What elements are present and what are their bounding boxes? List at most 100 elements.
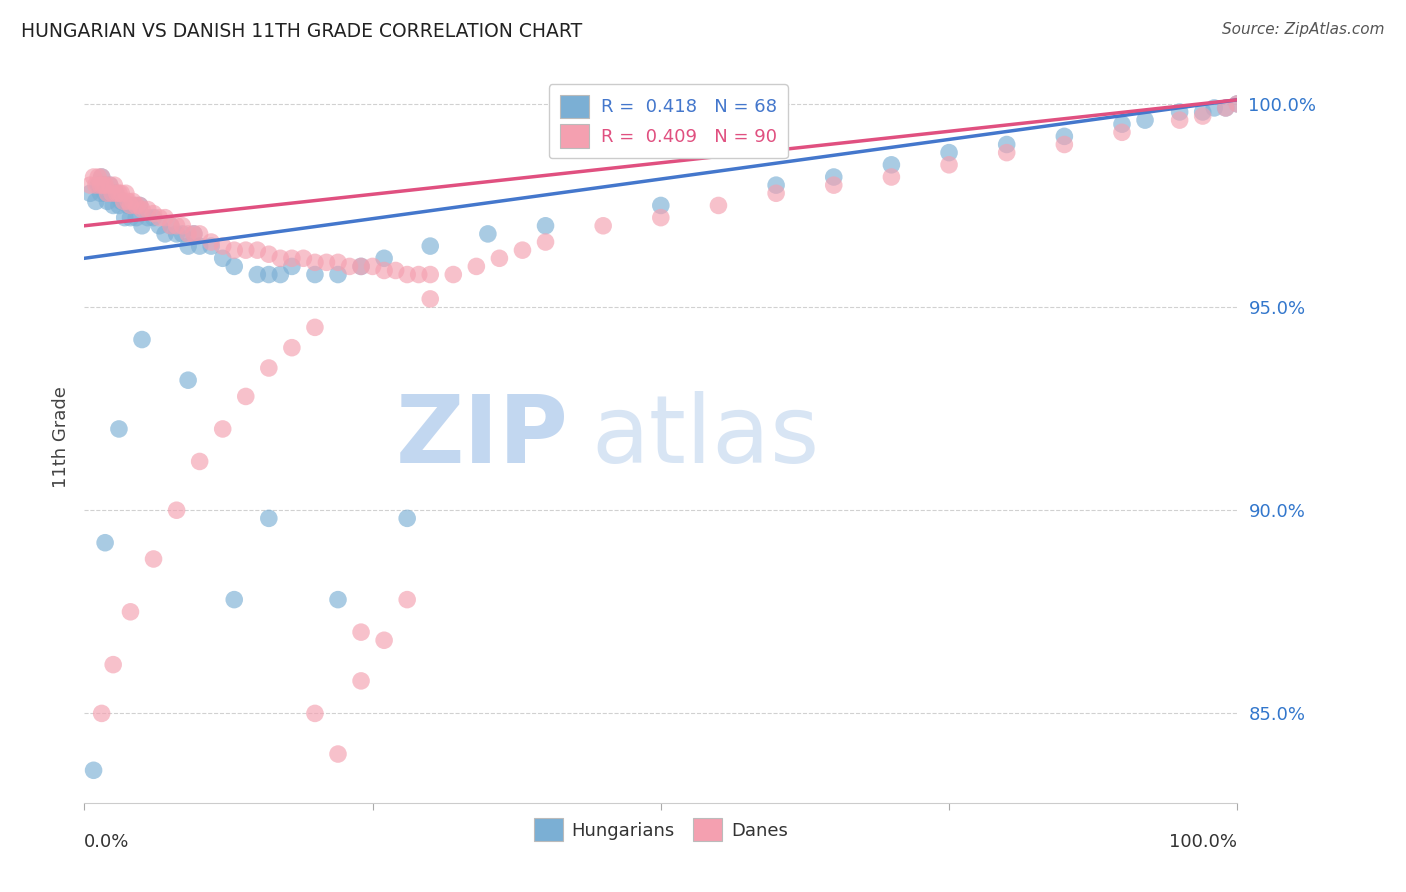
Point: [120, 211, 142, 225]
Point: [488, 252, 510, 266]
Text: Source: ZipAtlas.com: Source: ZipAtlas.com: [1222, 22, 1385, 37]
Legend: Hungarians, Danes: Hungarians, Danes: [527, 811, 794, 848]
Point: [83, 169, 105, 184]
Point: [120, 198, 142, 212]
Point: [131, 219, 153, 233]
Point: [315, 255, 337, 269]
Point: [79, 186, 101, 201]
Point: [246, 268, 269, 282]
Point: [108, 422, 131, 436]
Point: [84, 194, 107, 209]
Point: [823, 169, 845, 184]
Point: [94, 186, 117, 201]
Point: [117, 198, 139, 212]
Point: [995, 137, 1018, 152]
Point: [304, 706, 326, 721]
Point: [94, 535, 117, 549]
Point: [880, 169, 903, 184]
Point: [823, 178, 845, 193]
Point: [765, 178, 787, 193]
Point: [1168, 105, 1191, 120]
Point: [172, 227, 194, 241]
Point: [408, 268, 430, 282]
Point: [1226, 96, 1249, 111]
Point: [373, 263, 395, 277]
Point: [105, 186, 128, 201]
Point: [112, 194, 135, 209]
Point: [224, 243, 246, 257]
Point: [83, 764, 105, 778]
Point: [172, 219, 194, 233]
Point: [650, 211, 672, 225]
Point: [160, 219, 183, 233]
Point: [396, 592, 419, 607]
Point: [166, 503, 188, 517]
Point: [396, 511, 419, 525]
Point: [1191, 105, 1213, 120]
Point: [592, 219, 614, 233]
Point: [1215, 101, 1237, 115]
Point: [304, 268, 326, 282]
Point: [512, 243, 534, 257]
Point: [115, 186, 138, 201]
Point: [350, 260, 373, 274]
Point: [224, 592, 246, 607]
Point: [880, 158, 903, 172]
Point: [136, 211, 159, 225]
Point: [211, 422, 233, 436]
Point: [177, 239, 200, 253]
Point: [117, 194, 139, 209]
Point: [1215, 101, 1237, 115]
Point: [142, 211, 165, 225]
Point: [534, 235, 557, 249]
Point: [131, 333, 153, 347]
Point: [534, 219, 557, 233]
Point: [1226, 96, 1249, 111]
Point: [183, 227, 205, 241]
Text: 100.0%: 100.0%: [1170, 833, 1237, 851]
Point: [339, 260, 361, 274]
Point: [110, 186, 132, 201]
Point: [108, 186, 131, 201]
Point: [188, 227, 211, 241]
Point: [153, 227, 176, 241]
Point: [477, 227, 499, 241]
Point: [177, 227, 200, 241]
Point: [103, 178, 125, 193]
Point: [441, 268, 464, 282]
Point: [257, 361, 280, 376]
Point: [938, 145, 960, 160]
Point: [1053, 129, 1076, 144]
Point: [89, 178, 111, 193]
Point: [104, 186, 127, 201]
Point: [188, 239, 211, 253]
Point: [1204, 101, 1226, 115]
Point: [98, 178, 121, 193]
Text: atlas: atlas: [592, 391, 820, 483]
Point: [326, 747, 349, 761]
Point: [166, 227, 188, 241]
Point: [128, 198, 150, 212]
Point: [200, 239, 222, 253]
Point: [183, 227, 205, 241]
Point: [257, 268, 280, 282]
Point: [269, 252, 291, 266]
Point: [108, 198, 131, 212]
Point: [90, 706, 112, 721]
Point: [98, 178, 121, 193]
Point: [1111, 117, 1133, 131]
Point: [153, 211, 176, 225]
Point: [177, 373, 200, 387]
Point: [200, 235, 222, 249]
Point: [166, 219, 188, 233]
Point: [281, 252, 304, 266]
Point: [121, 198, 143, 212]
Point: [304, 320, 326, 334]
Point: [269, 268, 291, 282]
Point: [419, 268, 441, 282]
Point: [292, 252, 315, 266]
Point: [100, 186, 122, 201]
Point: [142, 552, 165, 566]
Point: [257, 511, 280, 525]
Point: [1168, 113, 1191, 128]
